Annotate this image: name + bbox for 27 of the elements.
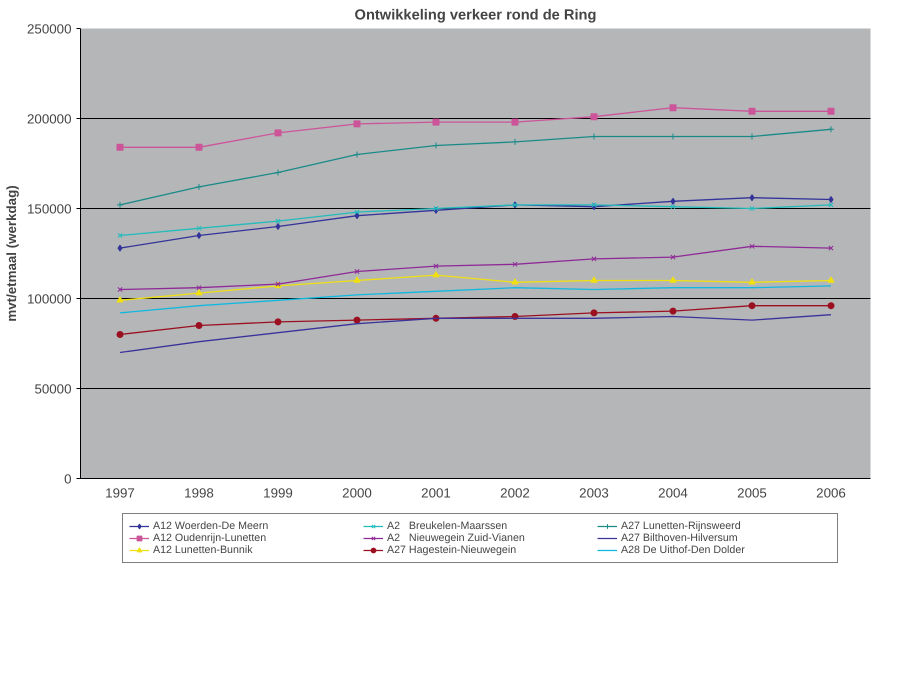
y-tick-label: 100000: [27, 292, 72, 306]
x-tick-label: 2000: [342, 486, 372, 500]
legend-label: A12 Oudenrijn-Lunetten: [153, 532, 268, 544]
chart-title: Ontwikkeling verkeer rond de Ring: [354, 8, 596, 24]
legend-label: A27 Bilthoven-Hilversum: [621, 532, 739, 544]
y-tick-label: 200000: [27, 112, 72, 126]
x-tick-label: 2002: [500, 486, 530, 500]
y-tick-label: 50000: [34, 382, 72, 396]
y-axis-title: mvt/etmaal (werkdag): [4, 185, 20, 322]
x-tick-label: 2006: [816, 486, 846, 500]
legend-label: A2 Nieuwegein Zuid-Vianen: [387, 532, 526, 544]
legend-label: A27 Hagestein-Nieuwegein: [387, 544, 518, 556]
x-tick-label: 2004: [658, 486, 688, 500]
legend-label: A28 De Uithof-Den Dolder: [621, 544, 746, 556]
y-tick-label: 0: [64, 472, 72, 486]
x-tick-label: 2005: [737, 486, 767, 500]
legend-label: A27 Lunetten-Rijnsweerd: [621, 520, 742, 532]
x-tick-label: 1998: [184, 486, 214, 500]
y-tick-label: 250000: [27, 22, 72, 36]
y-tick-label: 150000: [27, 202, 72, 216]
legend-label: A12 Lunetten-Bunnik: [153, 544, 254, 556]
x-tick-label: 2003: [579, 486, 609, 500]
legend-label: A12 Woerden-De Meern: [153, 520, 270, 532]
x-tick-label: 2001: [421, 486, 451, 500]
x-tick-label: 1999: [263, 486, 293, 500]
x-tick-label: 1997: [105, 486, 135, 500]
legend-label: A2 Breukelen-Maarssen: [387, 520, 508, 532]
